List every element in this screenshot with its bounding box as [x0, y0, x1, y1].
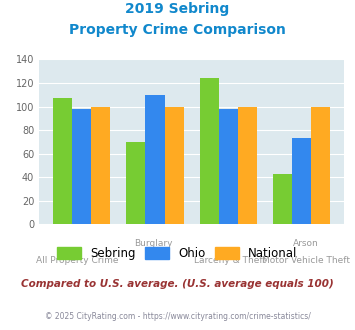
Bar [91, 107, 110, 224]
Bar [164, 107, 184, 224]
Text: © 2025 CityRating.com - https://www.cityrating.com/crime-statistics/: © 2025 CityRating.com - https://www.city… [45, 312, 310, 321]
Bar [219, 109, 238, 224]
Text: Motor Vehicle Theft: Motor Vehicle Theft [262, 256, 350, 265]
Bar [311, 107, 331, 224]
Bar [200, 78, 219, 224]
Text: Larceny & Theft: Larceny & Theft [194, 256, 266, 265]
Text: Compared to U.S. average. (U.S. average equals 100): Compared to U.S. average. (U.S. average … [21, 279, 334, 289]
Legend: Sebring, Ohio, National: Sebring, Ohio, National [53, 242, 302, 265]
Text: All Property Crime: All Property Crime [36, 256, 119, 265]
Bar [72, 109, 91, 224]
Bar [292, 138, 311, 224]
Text: Arson: Arson [293, 239, 319, 248]
Text: 2019 Sebring: 2019 Sebring [125, 2, 230, 16]
Bar [238, 107, 257, 224]
Bar [53, 98, 72, 224]
Bar [273, 174, 292, 224]
Bar [146, 95, 164, 224]
Text: Burglary: Burglary [134, 239, 173, 248]
Text: Property Crime Comparison: Property Crime Comparison [69, 23, 286, 37]
Bar [126, 142, 146, 224]
